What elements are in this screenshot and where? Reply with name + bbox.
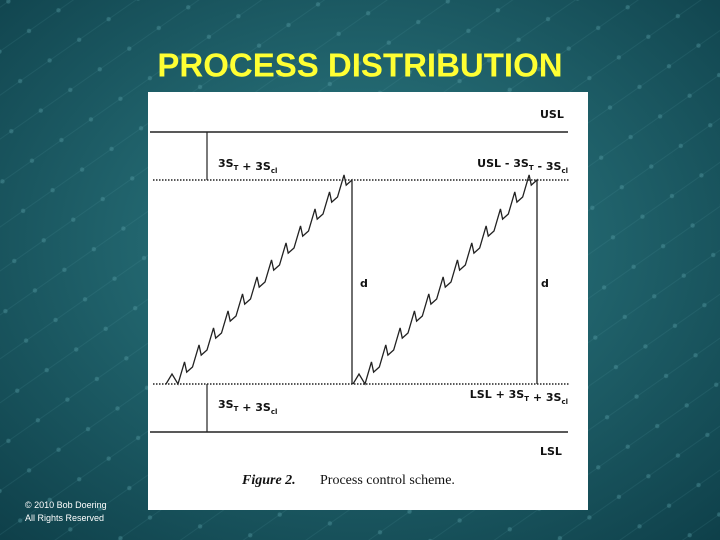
lower-left-label: 3ST + 3Scl [218,398,277,416]
label-subscript: T [234,164,239,172]
lower-right-label: LSL + 3ST + 3Scl [470,388,568,406]
d-right-label: d [541,277,549,290]
label-subscript: cl [271,408,278,416]
label-text: LSL + 3S [470,388,524,401]
label-text: 3S [218,157,234,170]
caption-text: Process control scheme. [320,473,455,488]
upper-left-label: 3ST + 3Scl [218,157,277,175]
label-subscript: cl [561,398,568,406]
slide-title: PROCESS DISTRIBUTION [157,47,562,84]
lsl-label: LSL [540,445,562,458]
usl-label: USL [540,108,564,121]
label-text: USL - 3S [477,157,529,170]
process-sawtooth [165,174,538,386]
label-text: + 3S [238,160,271,173]
copyright: © 2010 Bob Doering [25,500,107,510]
label-subscript: T [524,395,529,403]
label-text: USL [540,108,564,121]
label-text: + 3S [529,391,562,404]
label-text: d [360,277,368,290]
caption-label: Figure 2. [241,473,296,488]
rights: All Rights Reserved [25,513,104,523]
label-text: LSL [540,445,562,458]
upper-right-label: USL - 3ST - 3Scl [477,157,568,175]
label-text: d [541,277,549,290]
label-text: 3S [218,398,234,411]
label-subscript: cl [561,167,568,175]
label-subscript: cl [271,167,278,175]
figure-panel [148,92,588,510]
figure-lines [150,131,570,433]
label-text: - 3S [534,160,562,173]
label-subscript: T [529,164,534,172]
label-subscript: T [234,405,239,413]
d-left-label: d [360,277,368,290]
label-text: + 3S [238,401,271,414]
